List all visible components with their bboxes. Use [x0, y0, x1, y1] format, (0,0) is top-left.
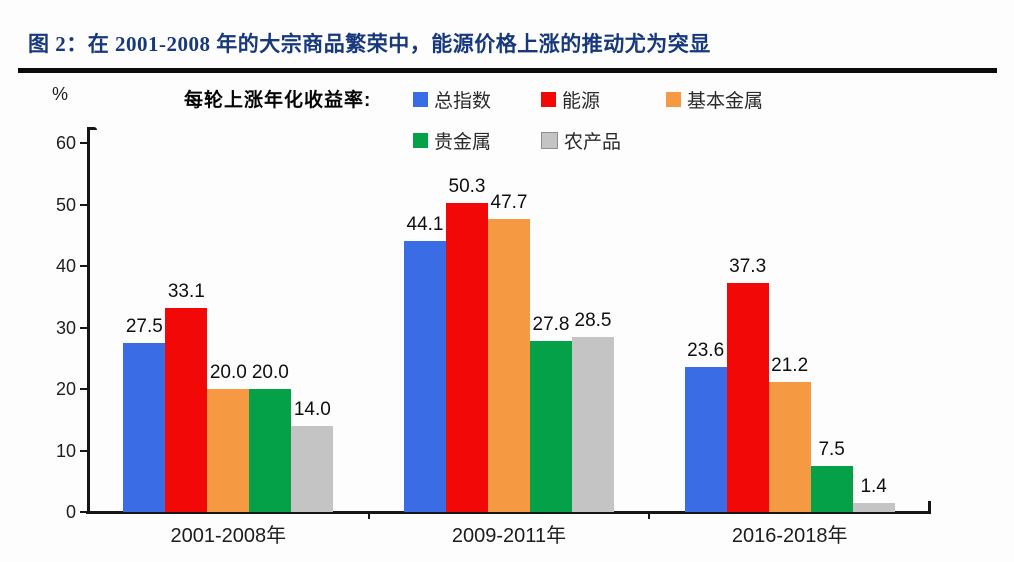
- bar-s1-c0: [165, 308, 208, 512]
- bar-value-label: 27.5: [125, 315, 163, 337]
- y-axis-tick-label: 50: [55, 194, 76, 215]
- bar-s4-c1: [572, 336, 614, 512]
- legend-note-label: 每轮上涨年化收益率:: [184, 90, 372, 111]
- legend-swatch-icon: [541, 131, 558, 149]
- legend-label: 农产品: [564, 131, 622, 153]
- bar-s4-c2: [852, 503, 895, 512]
- x-axis-end-cap: [928, 501, 931, 513]
- bar-s3-c0: [249, 389, 292, 512]
- legend-label: 贵金属: [434, 131, 492, 153]
- legend-swatch-icon: [666, 91, 681, 107]
- y-axis-line: [87, 128, 90, 514]
- x-axis-category-label: 2001-2008年: [170, 525, 287, 547]
- x-axis-tick: [648, 512, 651, 519]
- bar-value-label: 28.5: [574, 309, 612, 331]
- bar-value-label: 1.4: [860, 476, 887, 498]
- y-axis-tick: [80, 142, 88, 144]
- bar-value-label: 20.0: [209, 362, 247, 383]
- legend-item: 基本金属: [666, 88, 764, 112]
- legend-item: 能源: [541, 88, 601, 112]
- y-axis-tick: [80, 326, 88, 329]
- bar-value-label: 14.0: [293, 398, 331, 420]
- bar-s2-c0: [207, 389, 250, 512]
- bar-value-label: 37.3: [729, 255, 767, 277]
- bar-value-label: 20.0: [251, 362, 289, 383]
- y-axis-tick-label: 0: [65, 502, 76, 522]
- y-axis-tick-label: 10: [55, 440, 76, 461]
- y-axis-tick-label: 30: [55, 317, 76, 338]
- bar-s2-c2: [768, 381, 811, 512]
- bar-s2-c1: [488, 218, 530, 512]
- legend-item: 农产品: [541, 129, 622, 153]
- y-axis-tick: [80, 203, 88, 206]
- legend-item: 贵金属: [413, 129, 492, 153]
- y-axis-tick: [80, 511, 88, 513]
- legend-label: 基本金属: [687, 90, 764, 112]
- legend-label: 总指数: [434, 90, 492, 112]
- title-underline-rule: [18, 68, 997, 73]
- bar-s3-c1: [530, 341, 572, 512]
- bar-s0-c1: [404, 240, 446, 512]
- legend-label: 能源: [562, 90, 601, 112]
- y-axis-tick: [80, 449, 88, 452]
- bar-value-label: 7.5: [818, 438, 845, 460]
- bar-s0-c0: [123, 342, 166, 512]
- legend-swatch-icon: [413, 91, 428, 107]
- legend-item: 总指数: [413, 88, 492, 112]
- bar-value-label: 27.8: [532, 314, 570, 336]
- x-axis-tick: [367, 512, 370, 519]
- legend-swatch-icon: [413, 132, 428, 148]
- bar-value-label: 50.3: [448, 175, 486, 197]
- y-axis-tick-label: 20: [55, 379, 76, 399]
- y-axis-tick: [80, 388, 88, 390]
- y-axis-top-hook: [87, 127, 97, 130]
- bar-s0-c2: [684, 366, 727, 512]
- x-axis-category-label: 2016-2018年: [731, 525, 848, 547]
- y-axis-tick-label: 60: [55, 133, 76, 153]
- x-axis-category-label: 2009-2011年: [451, 525, 567, 547]
- bar-value-label: 33.1: [167, 281, 205, 303]
- y-axis-tick: [80, 265, 88, 267]
- figure-title: 图 2：在 2001-2008 年的大宗商品繁荣中，能源价格上涨的推动尤为突显: [28, 32, 711, 56]
- bar-s3-c2: [810, 465, 853, 512]
- bar-s1-c1: [446, 202, 488, 512]
- bar-s1-c2: [726, 282, 769, 512]
- bar-value-label: 47.7: [490, 191, 528, 213]
- y-axis-tick-label: 40: [55, 256, 76, 276]
- bar-value-label: 44.1: [406, 213, 444, 235]
- legend-swatch-icon: [541, 91, 556, 107]
- bar-value-label: 23.6: [687, 339, 725, 361]
- y-axis-unit-label: %: [52, 84, 69, 104]
- bar-s4-c0: [291, 425, 334, 512]
- bar-value-label: 21.2: [771, 354, 809, 376]
- x-axis-line: [86, 511, 931, 514]
